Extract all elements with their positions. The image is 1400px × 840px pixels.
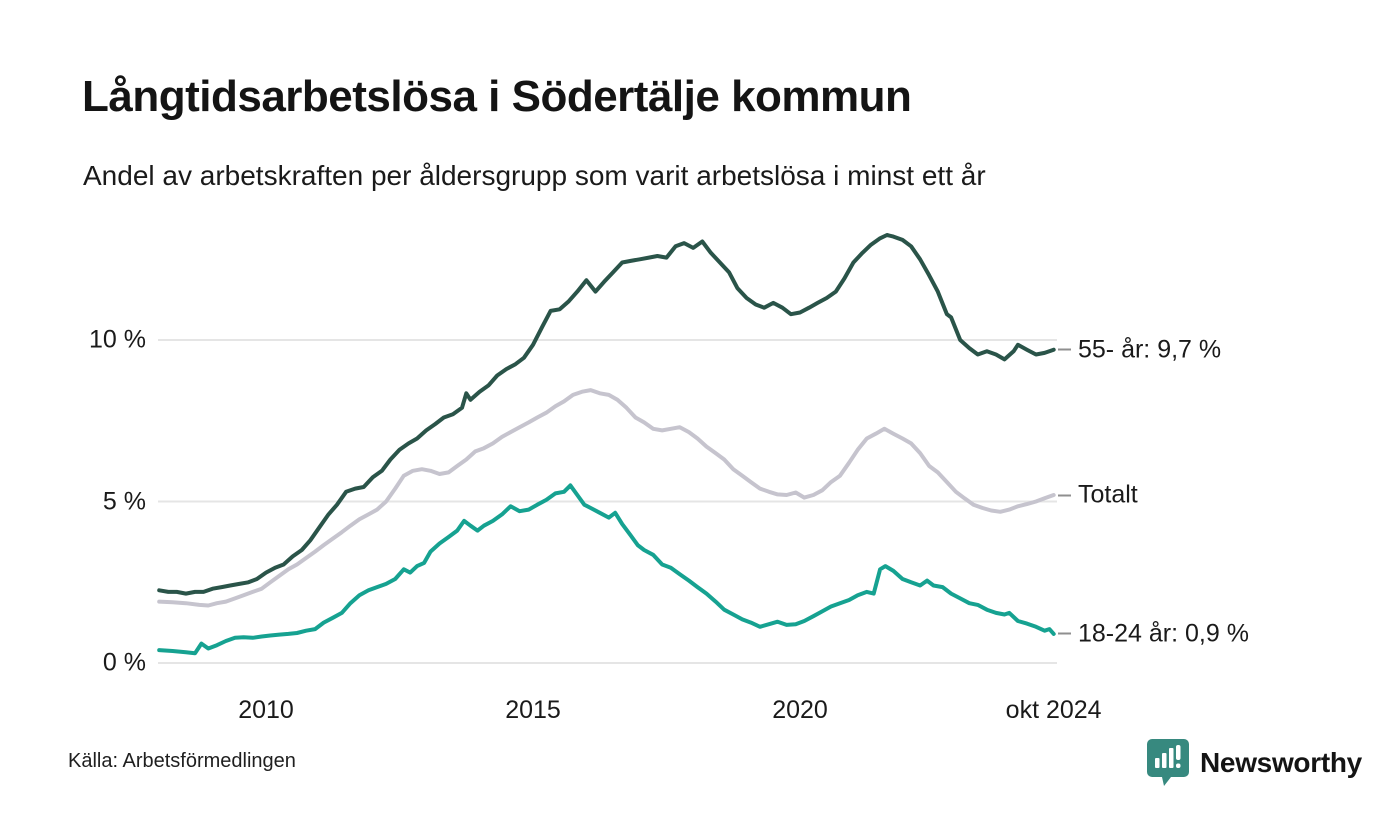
page-title: Långtidsarbetslösa i Södertälje kommun — [82, 72, 912, 121]
series-line-18-24-r — [157, 483, 1056, 656]
x-tick-label-2015: 2015 — [505, 696, 561, 724]
brand-logo: Newsworthy — [1146, 738, 1362, 788]
x-tick-label-okt-2024: okt 2024 — [1005, 696, 1102, 724]
brand-wordmark: Newsworthy — [1200, 747, 1362, 778]
x-tick-label-2020: 2020 — [772, 696, 828, 724]
bar-1 — [1155, 758, 1160, 768]
series-line-Totalt — [157, 388, 1056, 608]
series-end-label-Totalt: Totalt — [1058, 481, 1138, 510]
exclamation-stem — [1176, 745, 1181, 760]
y-tick-label-5: 5 % — [102, 487, 146, 515]
y-tick-label-10: 10 % — [89, 325, 146, 354]
source-note: Källa: Arbetsförmedlingen — [68, 750, 296, 772]
series-line-55--r — [157, 233, 1056, 596]
bar-3 — [1169, 748, 1174, 768]
series-end-label-55--r: 55- år: 9,7 % — [1058, 335, 1221, 364]
newsworthy-pin-barchart-icon — [1147, 739, 1189, 786]
exclamation-dot — [1176, 763, 1181, 768]
x-tick-label-2010: 2010 — [238, 696, 294, 724]
series-end-label-18-24-r: 18-24 år: 0,9 % — [1058, 619, 1249, 648]
pin-bubble-shape — [1147, 739, 1189, 786]
bar-2 — [1162, 753, 1167, 768]
y-tick-label-0: 0 % — [102, 648, 146, 677]
chart-subtitle: Andel av arbetskraften per åldersgrupp s… — [83, 160, 986, 191]
